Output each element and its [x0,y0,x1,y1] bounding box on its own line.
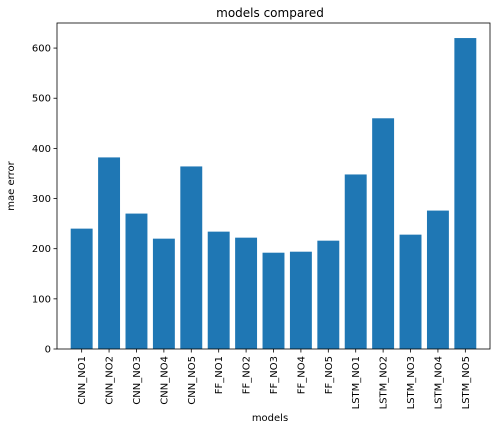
y-tick-label: 600 [32,44,51,55]
bars-group [70,38,477,350]
x-tick-label: LSTM_NO4 [433,356,444,409]
x-axis: CNN_NO1 CNN_NO2 CNN_NO3 CNN_NO4 CNN_NO5 FF_NO… [77,349,472,409]
bar-ff-no2 [235,237,258,349]
y-tick-label: 0 [45,345,51,356]
y-tick-label: 500 [32,94,51,105]
bar-ff-no3 [262,252,285,349]
x-axis-label: models [252,413,288,424]
bar-ff-no5 [317,240,340,349]
x-tick-label: CNN_NO5 [187,356,198,405]
bar-lstm-no1 [344,174,367,349]
bar-cnn-no4 [152,238,175,349]
y-axis: 0 100 200 300 400 500 600 [32,44,57,356]
bar-lstm-no2 [372,118,395,349]
x-tick-label: LSTM_NO5 [461,356,472,409]
bar-cnn-no5 [180,166,203,349]
x-tick-label: FF_NO2 [242,356,253,394]
bar-ff-no4 [289,251,312,349]
bar-lstm-no5 [454,38,477,350]
bar-ff-no1 [207,231,230,349]
chart-title: models compared [216,6,324,20]
y-tick-label: 200 [32,244,51,255]
bar-cnn-no1 [70,228,93,349]
bar-lstm-no3 [399,234,422,349]
x-tick-label: CNN_NO1 [77,356,88,405]
x-tick-label: FF_NO1 [214,356,225,394]
x-tick-label: CNN_NO2 [105,356,116,405]
bar-lstm-no4 [426,210,449,349]
bar-cnn-no3 [125,213,148,349]
x-tick-label: LSTM_NO2 [379,356,390,409]
y-tick-label: 100 [32,294,51,305]
plot-frame [56,22,491,350]
x-tick-label: FF_NO4 [296,356,307,394]
y-axis-label: mae error [6,160,17,210]
x-tick-label: LSTM_NO3 [406,356,417,409]
x-tick-label: CNN_NO4 [159,356,170,405]
x-tick-label: CNN_NO3 [132,356,143,405]
y-tick-label: 300 [32,194,51,205]
bar-cnn-no2 [98,157,121,349]
y-tick-label: 400 [32,144,51,155]
x-tick-label: LSTM_NO1 [351,356,362,409]
x-tick-label: FF_NO3 [269,356,280,394]
x-tick-label: FF_NO5 [324,356,335,394]
